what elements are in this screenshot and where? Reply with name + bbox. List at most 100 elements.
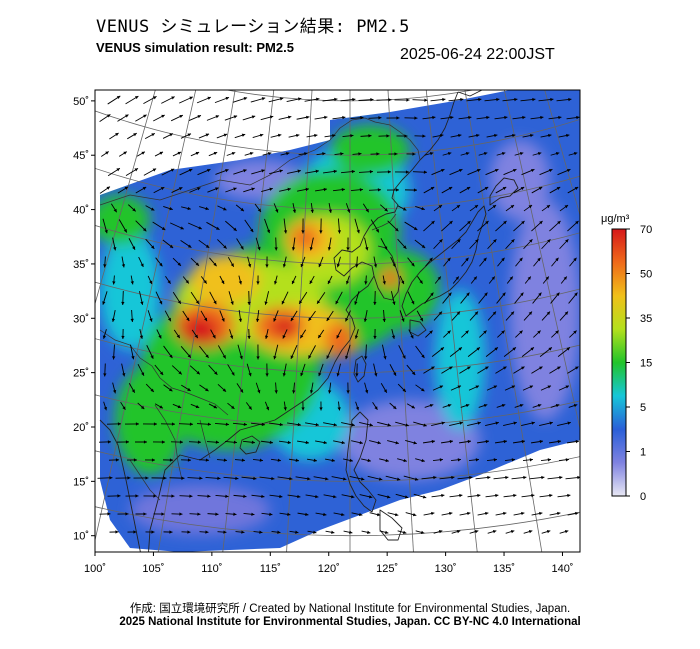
wind-arrow — [399, 310, 405, 322]
wind-arrow — [99, 114, 111, 122]
wind-arrow — [252, 133, 264, 138]
wind-arrow — [355, 401, 360, 411]
wind-arrow — [414, 134, 426, 138]
lat-tick-label: 15˚ — [73, 476, 89, 488]
wind-arrow — [308, 345, 316, 359]
wind-arrow — [414, 239, 426, 249]
wind-arrow — [154, 364, 164, 376]
wind-arrow — [162, 133, 174, 139]
wind-arrow — [189, 512, 201, 516]
country-borders — [99, 117, 421, 501]
wind-arrow — [495, 511, 507, 516]
wind-arrow — [512, 439, 526, 444]
wind-arrow — [187, 222, 203, 230]
wind-arrow — [199, 206, 209, 211]
wind-arrow — [297, 187, 309, 192]
wind-arrow — [451, 204, 461, 212]
wind-arrow — [360, 134, 372, 138]
wind-arrow — [298, 152, 308, 156]
wind-arrow — [171, 187, 183, 193]
wind-arrow — [309, 237, 314, 251]
wind-arrow — [521, 493, 535, 498]
wind-arrow — [403, 475, 419, 481]
wind-arrow — [135, 186, 147, 194]
wind-arrow — [116, 440, 130, 444]
wind-arrow — [145, 383, 155, 393]
wind-arrow — [254, 203, 262, 213]
wind-arrow — [459, 186, 471, 194]
wind-arrow — [314, 115, 328, 120]
wind-arrow — [171, 512, 183, 516]
wind-arrow — [477, 186, 489, 194]
wind-arrow — [387, 220, 399, 232]
wind-arrow — [327, 237, 332, 251]
wind-arrow — [291, 237, 296, 251]
wind-arrow — [112, 275, 116, 285]
wind-arrow — [397, 458, 407, 463]
wind-arrow — [152, 440, 166, 444]
wind-arrow — [295, 476, 311, 481]
wind-arrow — [349, 475, 365, 481]
wind-arrow — [486, 458, 498, 462]
wind-arrow — [551, 330, 559, 338]
wind-arrow — [162, 458, 174, 462]
wind-arrow — [199, 345, 209, 359]
wind-arrow — [382, 275, 386, 285]
wind-arrow — [559, 311, 569, 321]
wind-arrow — [234, 133, 246, 139]
wind-arrow — [441, 220, 453, 232]
wind-arrow — [496, 403, 506, 408]
wind-arrow — [397, 205, 407, 211]
wind-arrow — [452, 276, 460, 284]
lon-tick-label: 140˚ — [551, 563, 573, 575]
wind-arrow — [521, 168, 535, 176]
wind-arrow — [115, 476, 131, 480]
wind-arrow — [394, 170, 410, 174]
wind-arrow — [282, 363, 287, 377]
wind-arrow — [423, 220, 435, 232]
wind-arrow — [522, 458, 534, 462]
wind-arrow — [407, 291, 415, 305]
wind-arrow — [316, 291, 326, 305]
wind-arrow — [274, 382, 278, 394]
wind-arrow — [145, 238, 155, 250]
wind-arrow — [386, 188, 400, 192]
wind-arrow — [541, 529, 551, 534]
wind-arrow — [217, 383, 227, 393]
wind-arrow — [300, 256, 306, 268]
wind-arrow — [568, 151, 578, 156]
wind-arrow — [144, 132, 156, 140]
wind-arrow — [121, 328, 125, 340]
wind-arrow — [319, 401, 323, 411]
wind-arrow — [433, 238, 443, 250]
colorbar-label: 50 — [640, 269, 652, 281]
forecast-timestamp: 2025-06-24 22:00JST — [400, 46, 555, 63]
wind-arrow — [142, 422, 158, 426]
wind-arrow — [270, 458, 282, 462]
wind-arrow — [107, 167, 121, 177]
wind-arrow — [451, 311, 461, 321]
wind-arrow — [451, 238, 461, 250]
wind-arrow — [340, 97, 356, 102]
wind-arrow — [289, 530, 299, 534]
wind-arrow — [161, 494, 175, 498]
wind-arrow — [404, 188, 418, 192]
wind-arrow — [370, 219, 380, 233]
wind-arrow — [441, 366, 453, 374]
graticule-meridian — [464, 90, 543, 552]
wind-arrow — [557, 168, 571, 176]
wind-arrow — [493, 475, 509, 480]
wind-arrow — [109, 132, 119, 140]
wind-arrow — [479, 257, 487, 267]
colorbar-unit: μg/m³ — [601, 213, 630, 225]
wind-arrow — [161, 96, 175, 104]
wind-arrow — [504, 458, 516, 462]
wind-arrow — [406, 152, 416, 156]
wind-arrow — [153, 114, 165, 122]
wind-arrow — [478, 292, 488, 304]
wind-arrow — [181, 206, 191, 211]
wind-arrow — [224, 440, 238, 444]
wind-arrow — [476, 115, 490, 120]
lat-tick-label: 50˚ — [73, 96, 89, 108]
wind-arrow — [215, 169, 229, 175]
